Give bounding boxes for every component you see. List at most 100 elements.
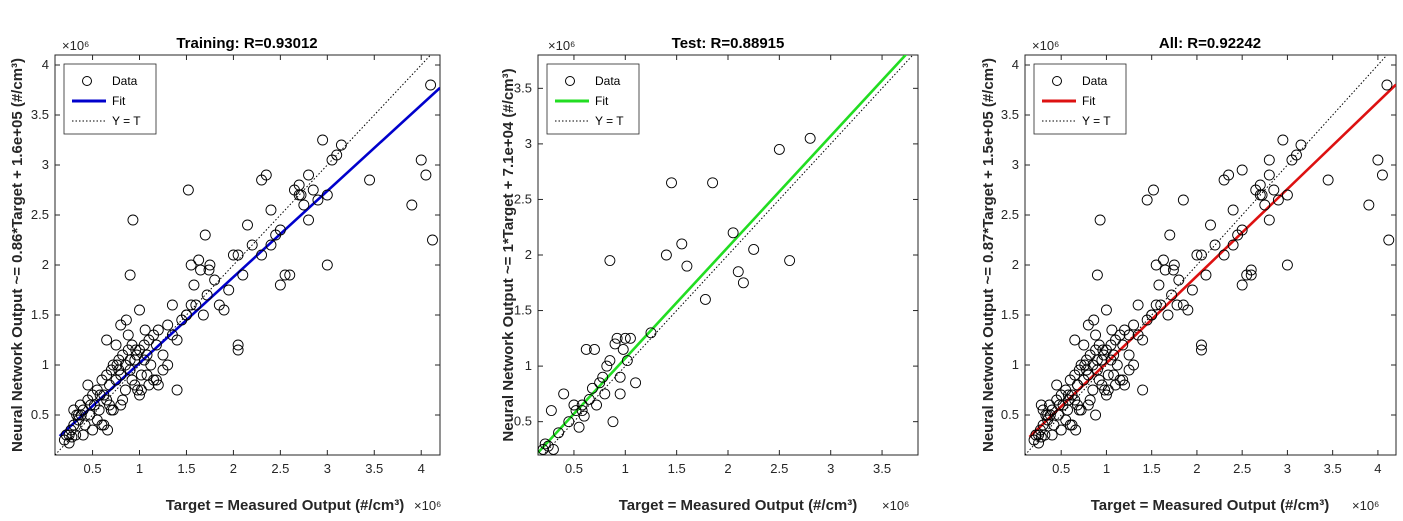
data-point [1200,269,1212,281]
y-axis-label: Neural Network Output ~= 0.87*Target + 1… [980,58,997,452]
data-point [1093,374,1105,386]
data-point [265,204,277,216]
data-point [1062,394,1074,406]
data-point [573,421,585,433]
legend-data-label: Data [112,74,138,88]
legend-fit-label: Fit [112,94,126,108]
data-point [1153,279,1165,291]
data-point [676,238,688,250]
data-point [621,355,633,367]
data-point [601,360,613,372]
x-tick-label: 3.5 [365,461,383,476]
legend-data-label: Data [595,74,621,88]
data-point [1281,189,1293,201]
data-point [232,249,244,261]
data-point [420,169,432,181]
data-point [1108,369,1120,381]
data-point [1123,349,1135,361]
y-tick-label: 3.5 [514,80,532,95]
data-point [298,199,310,211]
data-point [1117,374,1129,386]
data-point [425,79,437,91]
y-tick-label: 0.5 [31,407,49,422]
fit-line [1028,83,1396,438]
y-axis-label: Neural Network Output ~= 0.86*Target + 1… [9,58,26,452]
y-tick-label: 0.5 [514,414,532,429]
data-point [1082,399,1094,411]
data-point [1090,329,1102,341]
data-point [1227,239,1239,251]
y-tick-label: 3 [1012,157,1019,172]
legend-yt-label: Y = T [1082,114,1111,128]
data-point [321,189,333,201]
chart-title: Training: R=0.93012 [176,35,317,52]
data-point [1245,264,1257,276]
data-point [1123,329,1135,341]
data-point [1196,344,1207,356]
data-point [150,339,162,351]
legend-data-label: Data [1082,74,1108,88]
data-point [1167,264,1179,276]
data-point [204,259,216,271]
data-point [1137,384,1149,396]
legend: Data Fit Y = T [546,63,640,135]
data-point [1072,379,1083,391]
data-point [293,189,305,201]
x-tick-label: 1 [622,461,629,476]
data-point [611,332,623,344]
data-point [1236,164,1248,176]
data-point [101,334,113,346]
panel-test: 0.5 1 1.5 2 2.5 3 3.5 0.5 1 1.5 2 2.5 3 3.5 Test: R=0… [500,35,919,514]
data-point [85,399,97,411]
data-point [547,443,559,455]
data-point [1078,339,1090,351]
data-point [578,410,590,422]
data-point [619,332,631,344]
data-point [1164,229,1176,241]
data-point [1051,379,1063,391]
x-axis-label: Target = Measured Output (#/cm³) [1091,497,1330,514]
data-point [197,309,209,321]
data-point [1186,284,1198,296]
y-tick-label: 1.5 [31,307,49,322]
data-point [576,399,588,411]
data-point [1081,364,1092,376]
data-point [1168,259,1180,271]
data-point [130,344,142,356]
chart-title: All: R=0.92242 [1159,35,1261,52]
data-point [1263,154,1275,166]
data-point [1091,354,1103,366]
x-tick-label: 3 [324,461,331,476]
data-point [614,371,626,383]
data-point [773,143,785,155]
data-point [591,399,602,411]
data-point [624,332,636,344]
y-exponent: ×10⁶ [62,38,89,53]
x-tick-label: 0.5 [1052,461,1070,476]
x-exponent: ×10⁶ [882,498,909,513]
data-point [681,260,693,272]
data-point [242,219,253,231]
data-point [134,304,145,316]
data-point [1171,299,1183,311]
data-point [303,169,314,181]
data-point [748,243,760,255]
data-point [1137,334,1149,346]
data-point [1150,299,1162,311]
data-point [1236,279,1248,291]
x-tick-label: 3 [827,461,834,476]
data-point [232,339,244,351]
y-tick-label: 3.5 [31,107,49,122]
data-point [1033,437,1045,449]
data-point [553,427,564,439]
data-point [1128,319,1140,331]
legend-data-marker [1052,76,1062,86]
data-point [583,393,595,405]
x-tick-label: 2.5 [271,461,289,476]
data-point [182,184,194,196]
data-point [576,405,588,417]
data-point [580,343,592,355]
data-point [1155,299,1167,311]
data-point [1196,339,1207,351]
